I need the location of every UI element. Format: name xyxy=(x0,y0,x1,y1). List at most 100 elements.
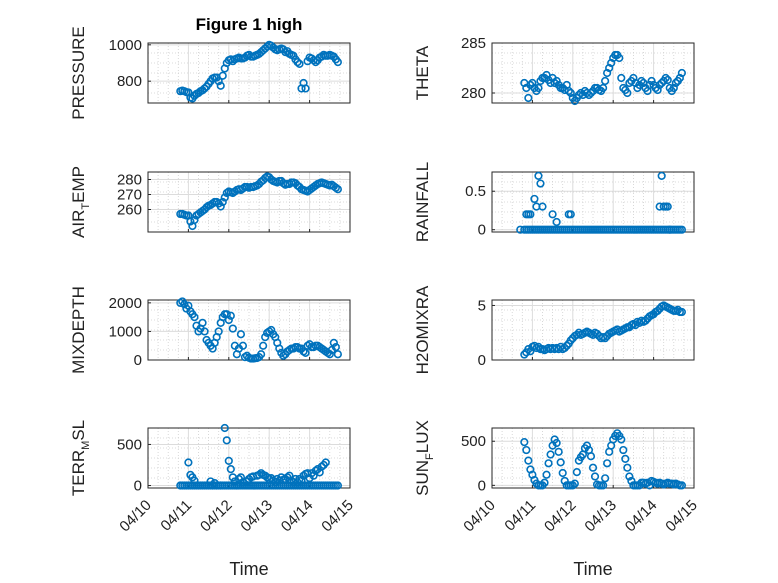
data-point xyxy=(675,73,684,83)
data-point xyxy=(657,171,666,180)
data-point xyxy=(653,85,662,95)
data-point xyxy=(530,341,539,350)
data-point xyxy=(259,341,268,350)
data-point xyxy=(617,435,626,444)
data-point xyxy=(627,476,636,486)
subplot-1: 800 1000 PRESSURE Figure 1 high xyxy=(69,15,351,120)
data-point xyxy=(220,423,229,433)
data-series xyxy=(176,423,342,490)
data-point xyxy=(653,306,662,316)
data-point xyxy=(331,343,340,352)
data-point xyxy=(677,481,686,490)
data-point xyxy=(218,71,227,80)
data-point xyxy=(582,441,592,450)
data-point xyxy=(548,210,557,219)
data-point xyxy=(590,472,600,481)
data-point xyxy=(267,325,276,335)
data-point xyxy=(586,88,596,98)
axes-box xyxy=(491,299,695,361)
axes-box xyxy=(491,427,695,489)
data-point xyxy=(200,84,209,93)
data-point xyxy=(677,225,686,234)
data-point xyxy=(540,478,549,487)
data-point xyxy=(216,81,225,90)
x-tick-label: 04/12 xyxy=(197,497,236,536)
y-axis-label: TERRMSL xyxy=(69,420,92,496)
data-point xyxy=(295,59,304,69)
y-axis-label: PRESSURE xyxy=(69,26,88,120)
data-point xyxy=(216,202,225,211)
data-point xyxy=(641,316,650,325)
y-tick-label: 1000 xyxy=(109,37,142,54)
y-tick-label: 280 xyxy=(117,172,142,189)
data-point xyxy=(333,185,342,194)
y-axis-label: AIRTEMP xyxy=(69,166,92,238)
data-point xyxy=(216,481,225,490)
y-tick-label: 500 xyxy=(461,433,486,450)
data-point xyxy=(275,344,284,353)
data-point xyxy=(530,194,539,204)
y-tick-label: 260 xyxy=(117,202,142,219)
data-point xyxy=(214,77,223,86)
data-point xyxy=(603,459,612,468)
data-point xyxy=(218,197,227,207)
data-point xyxy=(566,336,575,345)
data-point xyxy=(190,476,199,485)
data-point xyxy=(236,330,246,339)
data-point xyxy=(570,479,579,488)
data-point xyxy=(552,76,561,86)
subplot-8: 0 500 04/10 04/11 04/12 04/13 04/14 04/15 SUNFLU… xyxy=(413,420,701,579)
data-point xyxy=(257,350,266,359)
data-point xyxy=(238,478,248,487)
data-point xyxy=(226,464,235,474)
data-point xyxy=(554,447,563,456)
y-tick-label: 285 xyxy=(461,35,486,52)
data-point xyxy=(619,83,628,93)
data-point xyxy=(226,311,235,320)
data-point xyxy=(526,347,535,356)
x-tick-label: 04/10 xyxy=(116,497,155,536)
data-point xyxy=(566,210,575,219)
data-point xyxy=(224,456,233,465)
data-point xyxy=(663,75,672,85)
data-point xyxy=(623,463,632,472)
x-tick-label: 04/15 xyxy=(318,497,357,536)
data-point xyxy=(220,193,229,202)
data-point xyxy=(560,476,569,486)
data-series xyxy=(520,301,686,359)
data-point xyxy=(623,88,632,98)
x-tick-label: 04/14 xyxy=(622,497,661,536)
data-point xyxy=(552,438,561,448)
data-point xyxy=(526,210,535,219)
data-series xyxy=(176,297,342,363)
data-point xyxy=(528,78,537,88)
data-point xyxy=(238,341,248,350)
y-tick-label: 500 xyxy=(117,436,142,453)
data-series xyxy=(176,40,342,103)
data-point xyxy=(605,63,614,73)
subplot-4: 0 0.5 RAINFALL xyxy=(413,162,695,242)
data-point xyxy=(186,217,195,226)
data-point xyxy=(601,474,610,483)
x-tick-label: 04/11 xyxy=(157,497,195,535)
data-point xyxy=(625,472,634,481)
data-point xyxy=(301,348,310,357)
data-point xyxy=(544,459,553,468)
data-series xyxy=(516,171,686,234)
data-point xyxy=(560,343,569,353)
data-series xyxy=(176,172,342,231)
data-point xyxy=(224,315,233,325)
y-tick-label: 270 xyxy=(117,187,142,204)
y-tick-label: 280 xyxy=(461,85,486,102)
data-point xyxy=(556,458,565,467)
subplot-5: 0 1000 2000 MIXDEPTH xyxy=(69,286,351,374)
data-point xyxy=(568,481,577,490)
data-point xyxy=(647,76,656,86)
data-point xyxy=(671,78,680,88)
y-axis-label: SUNFLUX xyxy=(413,420,436,496)
subplot-7: 0 500 04/10 04/11 04/12 04/13 04/14 04/15 TERRMS… xyxy=(69,420,357,579)
data-point xyxy=(542,470,551,479)
data-point xyxy=(285,471,294,480)
data-point xyxy=(598,481,608,490)
data-point xyxy=(536,179,545,188)
